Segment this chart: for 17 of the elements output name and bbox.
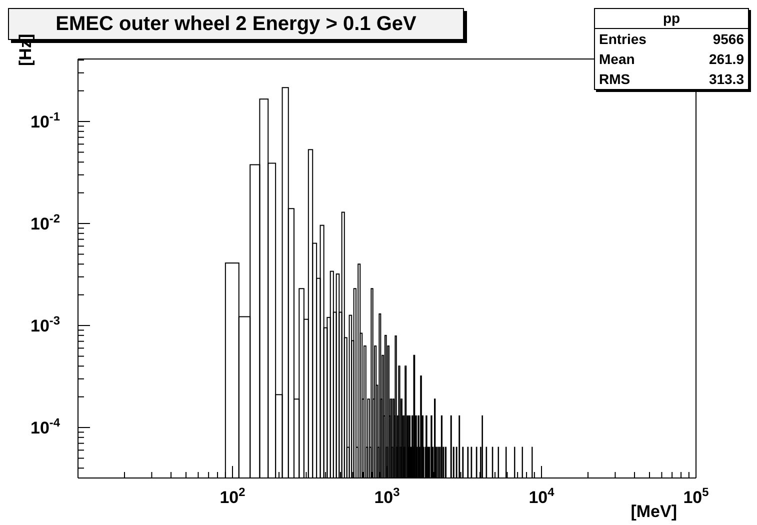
y-tick-label: 10$^{-1}$ bbox=[30, 110, 60, 132]
x-tick-label: 10$^{5}$ bbox=[683, 485, 710, 507]
x-tick-label: 10$^{3}$ bbox=[374, 485, 400, 507]
chart-title: EMEC outer wheel 2 Energy > 0.1 GeV bbox=[56, 13, 416, 35]
text: 9566 bbox=[712, 30, 744, 49]
x-axis-title: [MeV] bbox=[630, 502, 677, 522]
text: Entries bbox=[599, 30, 646, 49]
annotation: RMS bbox=[599, 70, 630, 89]
x-tick-label: 10$^{2}$ bbox=[220, 485, 246, 507]
x-tick-label: 10$^{4}$ bbox=[528, 485, 555, 507]
y-tick-label: 10$^{-4}$ bbox=[30, 416, 60, 438]
y-tick-label: 10$^{-3}$ bbox=[30, 314, 60, 336]
y-tick-label: 10$^{-2}$ bbox=[30, 212, 60, 234]
text: 261.9 bbox=[708, 50, 744, 69]
text: 313.3 bbox=[708, 70, 744, 89]
annotation: Mean bbox=[599, 50, 635, 69]
text: pp bbox=[595, 9, 748, 29]
